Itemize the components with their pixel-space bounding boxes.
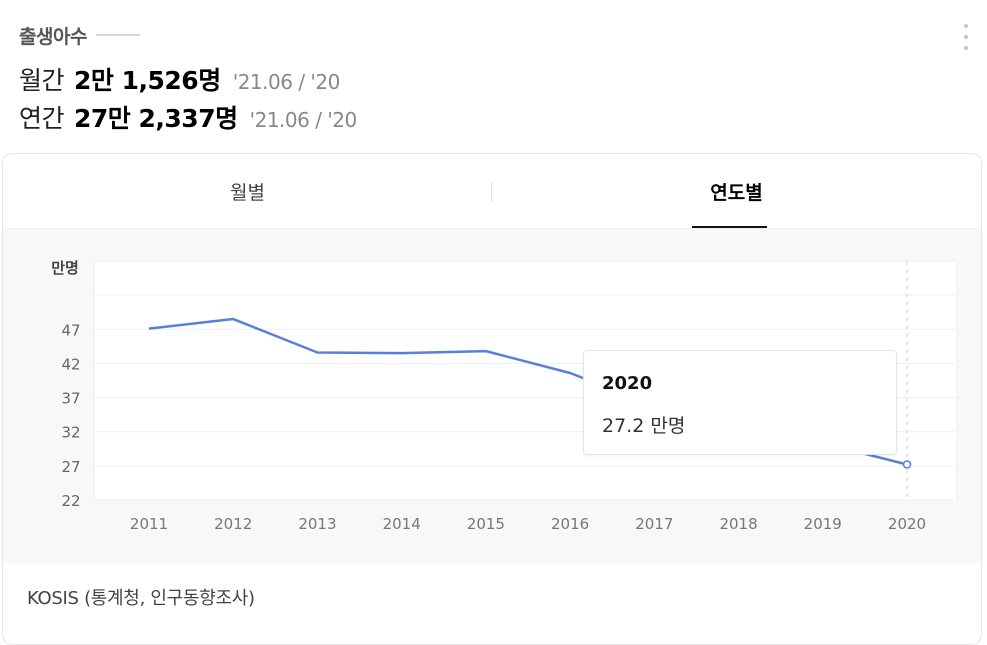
tab-yearly[interactable]: 연도별: [710, 181, 763, 204]
tooltip-year: 2020: [602, 373, 653, 394]
y-tick-label: 32: [61, 424, 80, 442]
title-divider-line: [95, 34, 140, 36]
header: 출생아수 월간 2만 1,526명 '21.06 / '20 연간 27만 2,…: [19, 22, 969, 137]
yearly-label: 연간: [19, 104, 65, 133]
more-dot: [964, 35, 968, 39]
y-tick-label: 37: [61, 390, 80, 408]
title-row: 출생아수: [19, 22, 969, 48]
y-tick-label: 22: [61, 492, 80, 510]
y-tick-label: 42: [61, 355, 80, 373]
chart-card: 월별 연도별 만명 22 27 32 37 42 47 2011 2012 2013 2014 2…: [2, 153, 982, 645]
tab-divider: [491, 182, 492, 202]
x-tick-label: 2019: [804, 515, 842, 533]
x-tick-labels: 2011 2012 2013 2014 2015 2016 2017 2018 2019 2020: [130, 515, 926, 533]
more-dot: [964, 46, 968, 50]
yearly-stat: 연간 27만 2,337명 '21.06 / '20: [19, 99, 969, 137]
y-tick-label: 27: [61, 458, 80, 476]
x-tick-label: 2016: [551, 515, 589, 533]
tooltip-value: 27.2 만명: [602, 415, 686, 437]
x-tick-label: 2020: [888, 515, 926, 533]
yearly-value: 27만 2,337명: [74, 104, 238, 133]
tab-monthly[interactable]: 월별: [230, 181, 265, 204]
x-tick-label: 2015: [467, 515, 505, 533]
chart-tooltip: 2020 27.2 만명: [583, 350, 897, 455]
y-tick-label: 47: [61, 321, 80, 339]
x-tick-label: 2017: [635, 515, 673, 533]
monthly-period: '21.06 / '20: [232, 70, 341, 94]
x-tick-label: 2013: [298, 515, 336, 533]
x-tick-label: 2018: [719, 515, 757, 533]
data-point: [902, 460, 912, 469]
monthly-label: 월간: [19, 66, 65, 95]
tab-selected-underline: [692, 226, 767, 228]
line-chart: 만명 22 27 32 37 42 47 2011 2012 2013 2014 2015 2016…: [51, 259, 958, 533]
x-tick-label: 2011: [130, 515, 168, 533]
chart-area: 만명 22 27 32 37 42 47 2011 2012 2013 2014 2015 2016…: [3, 229, 981, 563]
section-title: 출생아수: [19, 25, 87, 48]
monthly-stat: 월간 2만 1,526명 '21.06 / '20: [19, 61, 969, 99]
y-axis-label: 만명: [51, 259, 79, 277]
yearly-period: '21.06 / '20: [249, 108, 358, 132]
data-source: KOSIS (통계청, 인구동향조사): [27, 588, 255, 609]
x-tick-label: 2012: [214, 515, 252, 533]
x-tick-label: 2014: [383, 515, 421, 533]
y-tick-labels: 22 27 32 37 42 47: [61, 321, 80, 510]
monthly-value: 2만 1,526명: [74, 66, 221, 95]
tab-bar: 월별 연도별: [3, 154, 981, 229]
more-vertical-icon[interactable]: [963, 24, 969, 50]
more-dot: [964, 24, 968, 28]
